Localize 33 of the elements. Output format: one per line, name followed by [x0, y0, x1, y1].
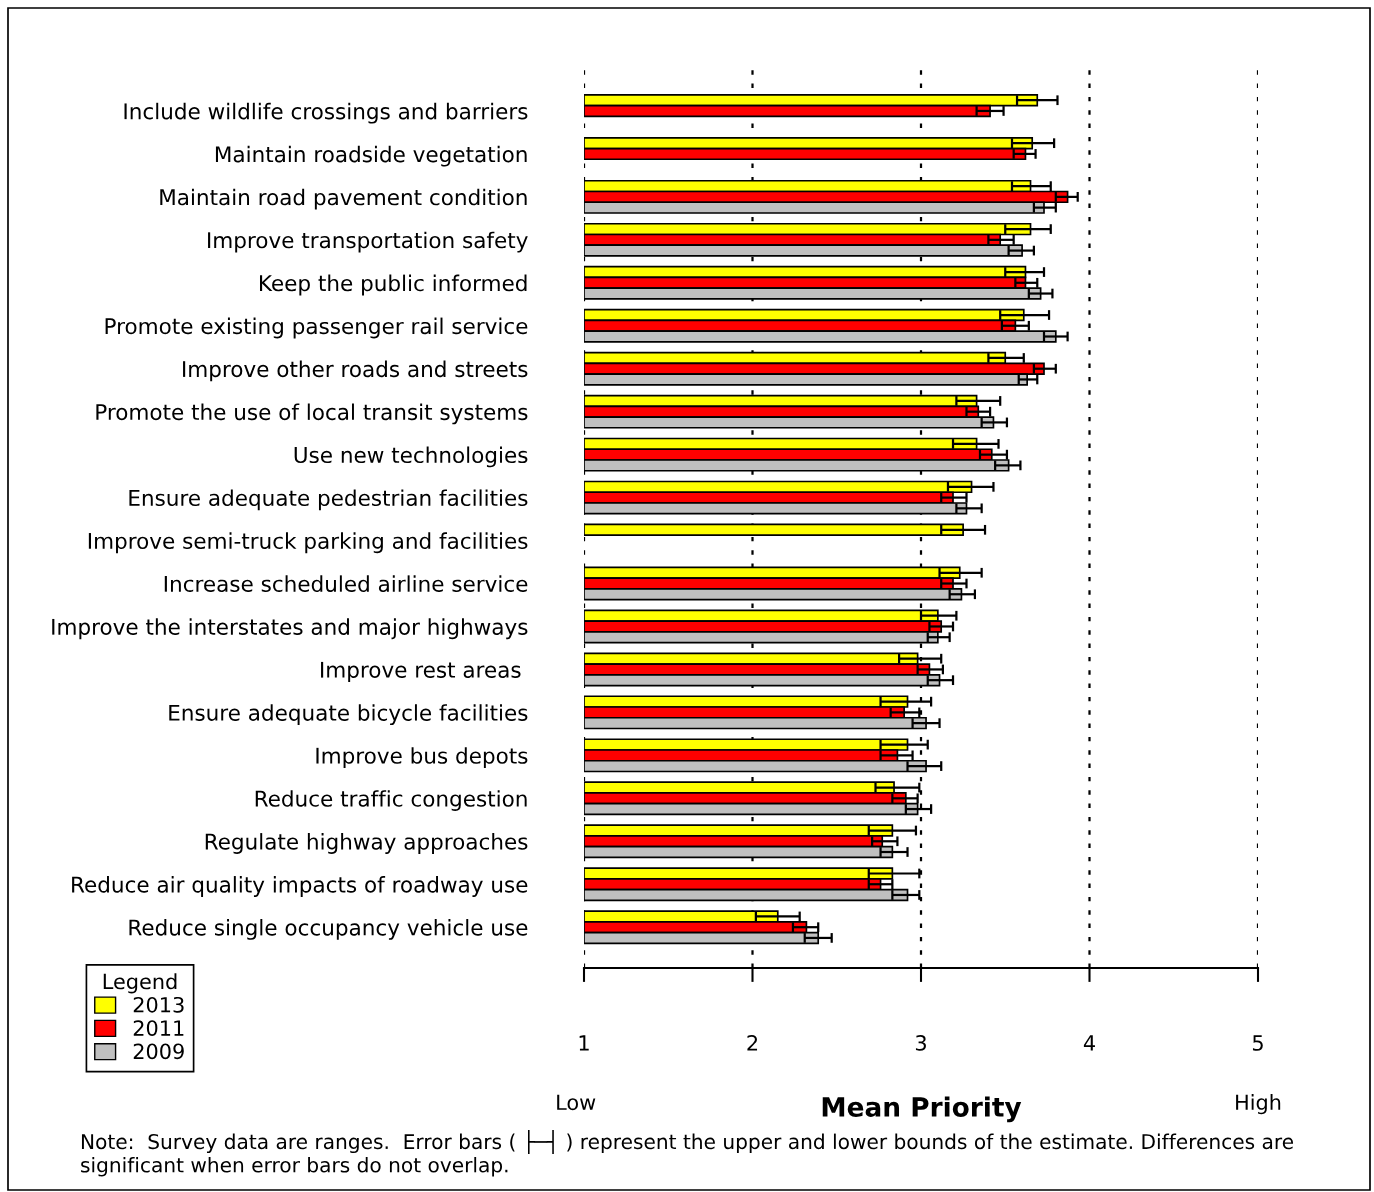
y-tick-label: Keep the public informed [260, 274, 527, 296]
y-tick-label: Reduce single occupancy vehicle use [129, 919, 528, 940]
text: Note: Survey data are ranges. Error bars ( ├─┤ ) represent the upper and lower bounds of the estimate. Differences are significant when error bars do not overlap. [81, 1130, 1294, 1177]
x-tick-label: 4 [1083, 1035, 1095, 1051]
y-tick-label: Ensure adequate bicycle facilities [169, 704, 528, 726]
y-tick-label: Increase scheduled airline service [164, 575, 528, 592]
y-tick-label: Reduce air quality impacts of roadway use [72, 876, 528, 897]
legend-label: 2011 [133, 1020, 184, 1036]
y-tick-label: Use new technologies [294, 446, 528, 468]
y-tick-label: Improve the interstates and major highways [52, 618, 528, 640]
y-tick-label: Improve transportation safety [208, 231, 528, 253]
y-tick-label: Ensure adequate pedestrian facilities [129, 489, 528, 511]
text: Low [557, 1094, 596, 1111]
y-tick-label: Improve rest areas [321, 661, 521, 683]
legend-label: 2013 [133, 996, 184, 1013]
x-tick-label: 5 [1252, 1035, 1263, 1051]
x-tick-label: 1 [579, 1035, 589, 1051]
y-tick-label: Promote existing passenger rail service [105, 317, 528, 339]
y-tick-label: Reduce traffic congestion [255, 790, 527, 811]
y-tick-label: Maintain roadside vegetation [215, 145, 527, 167]
legend-label: 2009 [133, 1043, 184, 1060]
y-tick-label: Improve other roads and streets [183, 360, 528, 382]
y-tick-label: Regulate highway approaches [205, 833, 528, 854]
x-tick-label: 3 [915, 1035, 926, 1051]
x-axis-title: Mean Priority [822, 1096, 1022, 1123]
legend-title: Legend [103, 973, 177, 994]
y-tick-label: Improve bus depots [316, 747, 528, 769]
y-tick-label: Include wildlife crossings and barriers [124, 102, 528, 124]
text: High [1236, 1094, 1281, 1115]
x-tick-label: 2 [747, 1035, 758, 1051]
y-tick-label: Maintain road pavement condition [160, 188, 527, 210]
y-tick-label: Promote the use of local transit systems [96, 403, 528, 425]
y-tick-label: Improve semi-truck parking and facilities [88, 532, 528, 554]
